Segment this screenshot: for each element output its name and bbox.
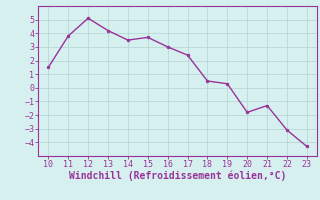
X-axis label: Windchill (Refroidissement éolien,°C): Windchill (Refroidissement éolien,°C) [69,171,286,181]
